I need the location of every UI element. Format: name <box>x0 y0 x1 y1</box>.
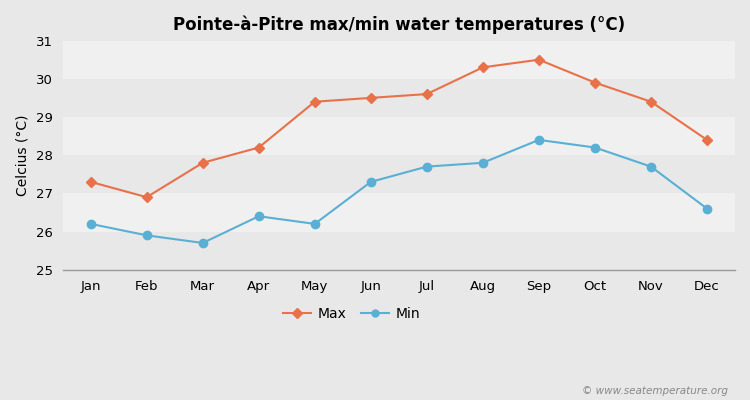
Min <box>142 233 152 238</box>
Bar <box>63 232 735 270</box>
Text: © www.seatemperature.org: © www.seatemperature.org <box>581 386 728 396</box>
Bar <box>63 155 735 193</box>
Min <box>198 240 207 245</box>
Min <box>254 214 263 219</box>
Title: Pointe-à-Pitre max/min water temperatures (°C): Pointe-à-Pitre max/min water temperature… <box>172 15 625 34</box>
Line: Max: Max <box>87 56 710 201</box>
Min <box>535 138 544 142</box>
Max <box>535 57 544 62</box>
Bar <box>63 193 735 232</box>
Min <box>646 164 656 169</box>
Max <box>198 160 207 165</box>
Min <box>366 180 375 184</box>
Max <box>703 138 712 142</box>
Bar <box>63 117 735 155</box>
Max <box>310 99 320 104</box>
Max <box>478 65 488 70</box>
Max <box>422 92 431 96</box>
Min <box>478 160 488 165</box>
Y-axis label: Celcius (°C): Celcius (°C) <box>15 114 29 196</box>
Bar <box>63 79 735 117</box>
Min <box>422 164 431 169</box>
Max <box>590 80 599 85</box>
Min <box>86 222 95 226</box>
Line: Min: Min <box>86 136 711 247</box>
Legend: Max, Min: Max, Min <box>278 302 426 327</box>
Max <box>366 96 375 100</box>
Min <box>703 206 712 211</box>
Max <box>254 145 263 150</box>
Min <box>310 222 320 226</box>
Max <box>142 195 152 200</box>
Max <box>86 180 95 184</box>
Max <box>646 99 656 104</box>
Min <box>590 145 599 150</box>
Bar <box>63 41 735 79</box>
